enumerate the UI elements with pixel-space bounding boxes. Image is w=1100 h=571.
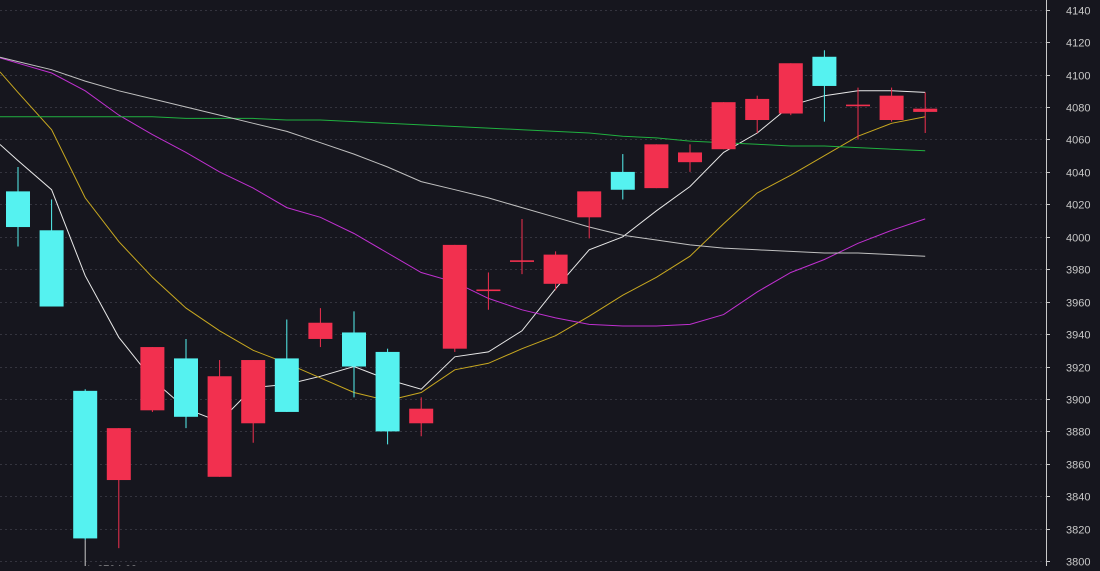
candle-body bbox=[779, 63, 803, 113]
candle-body bbox=[476, 289, 500, 291]
grid-lines bbox=[0, 11, 1046, 562]
candle-body bbox=[678, 152, 702, 162]
candle-body bbox=[846, 105, 870, 107]
candle-body bbox=[443, 245, 467, 349]
candle-body bbox=[712, 102, 736, 149]
candle-body bbox=[880, 96, 904, 120]
candle-body bbox=[275, 358, 299, 412]
candle bbox=[140, 347, 164, 412]
y-tick-label: 4060 bbox=[1066, 135, 1090, 147]
candle bbox=[678, 144, 702, 172]
y-tick-label: 3820 bbox=[1066, 525, 1090, 537]
y-tick-label: 4080 bbox=[1066, 103, 1090, 115]
candle bbox=[376, 349, 400, 445]
y-tick-label: 4140 bbox=[1066, 6, 1090, 18]
y-tick-label: 3980 bbox=[1066, 265, 1090, 277]
y-tick-label: 3940 bbox=[1066, 330, 1090, 342]
candle bbox=[510, 219, 534, 274]
candle-body bbox=[40, 230, 64, 306]
moving-average-line bbox=[0, 117, 925, 151]
candle-body bbox=[812, 57, 836, 86]
candle bbox=[308, 308, 332, 347]
y-tick-label: 3900 bbox=[1066, 395, 1090, 407]
y-tick-label: 4020 bbox=[1066, 200, 1090, 212]
candle bbox=[779, 63, 803, 115]
candle bbox=[275, 319, 299, 411]
candle-body bbox=[107, 428, 131, 480]
y-tick-label: 4100 bbox=[1066, 71, 1090, 83]
candle-body bbox=[308, 323, 332, 339]
candle-body bbox=[342, 332, 366, 366]
candle-body bbox=[510, 260, 534, 262]
candle-body bbox=[241, 360, 265, 423]
candle bbox=[644, 144, 668, 188]
candle-body bbox=[376, 352, 400, 431]
candle bbox=[241, 360, 265, 443]
candle-body bbox=[745, 99, 769, 120]
candle bbox=[611, 154, 635, 199]
low-price-annotation: 3794.68 bbox=[85, 540, 137, 566]
candle-body bbox=[174, 358, 198, 416]
y-tick-label: 4000 bbox=[1066, 233, 1090, 245]
candle bbox=[846, 88, 870, 140]
y-tick-label: 3880 bbox=[1066, 427, 1090, 439]
y-tick-label: 4120 bbox=[1066, 38, 1090, 50]
candle-body bbox=[913, 109, 937, 112]
candle bbox=[73, 389, 97, 540]
candle bbox=[913, 92, 937, 133]
candle-body bbox=[644, 144, 668, 188]
y-tick-label: 3960 bbox=[1066, 298, 1090, 310]
candle bbox=[745, 96, 769, 133]
candle bbox=[208, 360, 232, 477]
candle bbox=[476, 272, 500, 309]
y-tick-label: 4040 bbox=[1066, 168, 1090, 180]
candle-body bbox=[611, 172, 635, 190]
y-tick-label: 3860 bbox=[1066, 460, 1090, 472]
candle bbox=[443, 245, 467, 352]
candle bbox=[409, 397, 433, 436]
candle-body bbox=[6, 191, 30, 227]
candle bbox=[812, 50, 836, 121]
candle bbox=[107, 428, 131, 548]
candle bbox=[174, 339, 198, 428]
moving-average-line bbox=[0, 72, 925, 401]
y-tick-label: 3800 bbox=[1066, 557, 1090, 567]
candle bbox=[880, 88, 904, 122]
candles bbox=[6, 50, 937, 548]
candle-body bbox=[577, 191, 601, 217]
candle bbox=[544, 251, 568, 290]
candle-body bbox=[544, 255, 568, 284]
candle bbox=[6, 167, 30, 246]
candle bbox=[342, 311, 366, 397]
candle bbox=[577, 191, 601, 238]
candle bbox=[712, 102, 736, 149]
y-tick-label: 3840 bbox=[1066, 492, 1090, 504]
candle bbox=[40, 199, 64, 306]
candle-body bbox=[73, 391, 97, 539]
candle-body bbox=[409, 409, 433, 424]
candle-body bbox=[140, 347, 164, 410]
y-tick-label: 3920 bbox=[1066, 363, 1090, 375]
candle-body bbox=[208, 376, 232, 477]
y-axis-ticks: 3800 3820 3840 3860 3880 3900 3920 3940 3960 3980… bbox=[1046, 6, 1090, 567]
